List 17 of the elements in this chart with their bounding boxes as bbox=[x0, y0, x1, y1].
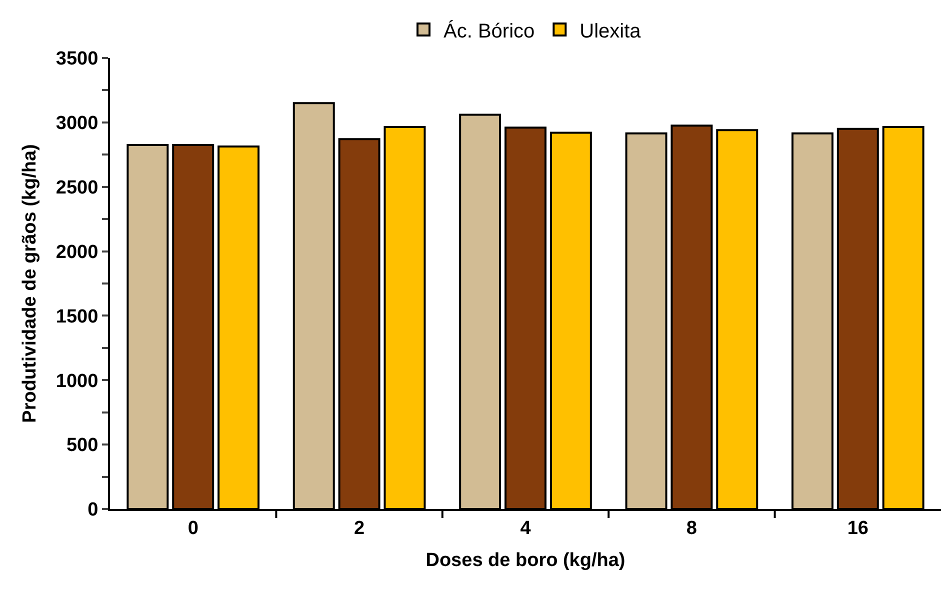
y-tick-label: 2500 bbox=[56, 178, 98, 199]
x-tick-label: 8 bbox=[686, 518, 697, 539]
x-tick-label: 0 bbox=[188, 518, 198, 539]
y-tick-label: 3000 bbox=[56, 113, 98, 134]
legend-label: Ulexita bbox=[580, 20, 642, 42]
x-tick-label: 16 bbox=[847, 518, 868, 539]
legend-label: Ác. Bórico bbox=[444, 19, 535, 42]
y-tick-label: 3500 bbox=[56, 48, 98, 70]
y-axis-title: Produtividade de grãos (kg/ha) bbox=[19, 144, 40, 423]
y-tick-label: 1500 bbox=[56, 306, 98, 328]
x-axis-title: Doses de boro (kg/ha) bbox=[426, 550, 626, 572]
x-tick-label: 2 bbox=[354, 518, 365, 539]
y-tick-label: 500 bbox=[66, 435, 98, 456]
y-tick-label: 1000 bbox=[56, 370, 98, 392]
y-tick-label: 0 bbox=[88, 500, 98, 521]
y-tick-label: 2000 bbox=[56, 242, 98, 263]
x-tick-label: 4 bbox=[520, 518, 532, 539]
